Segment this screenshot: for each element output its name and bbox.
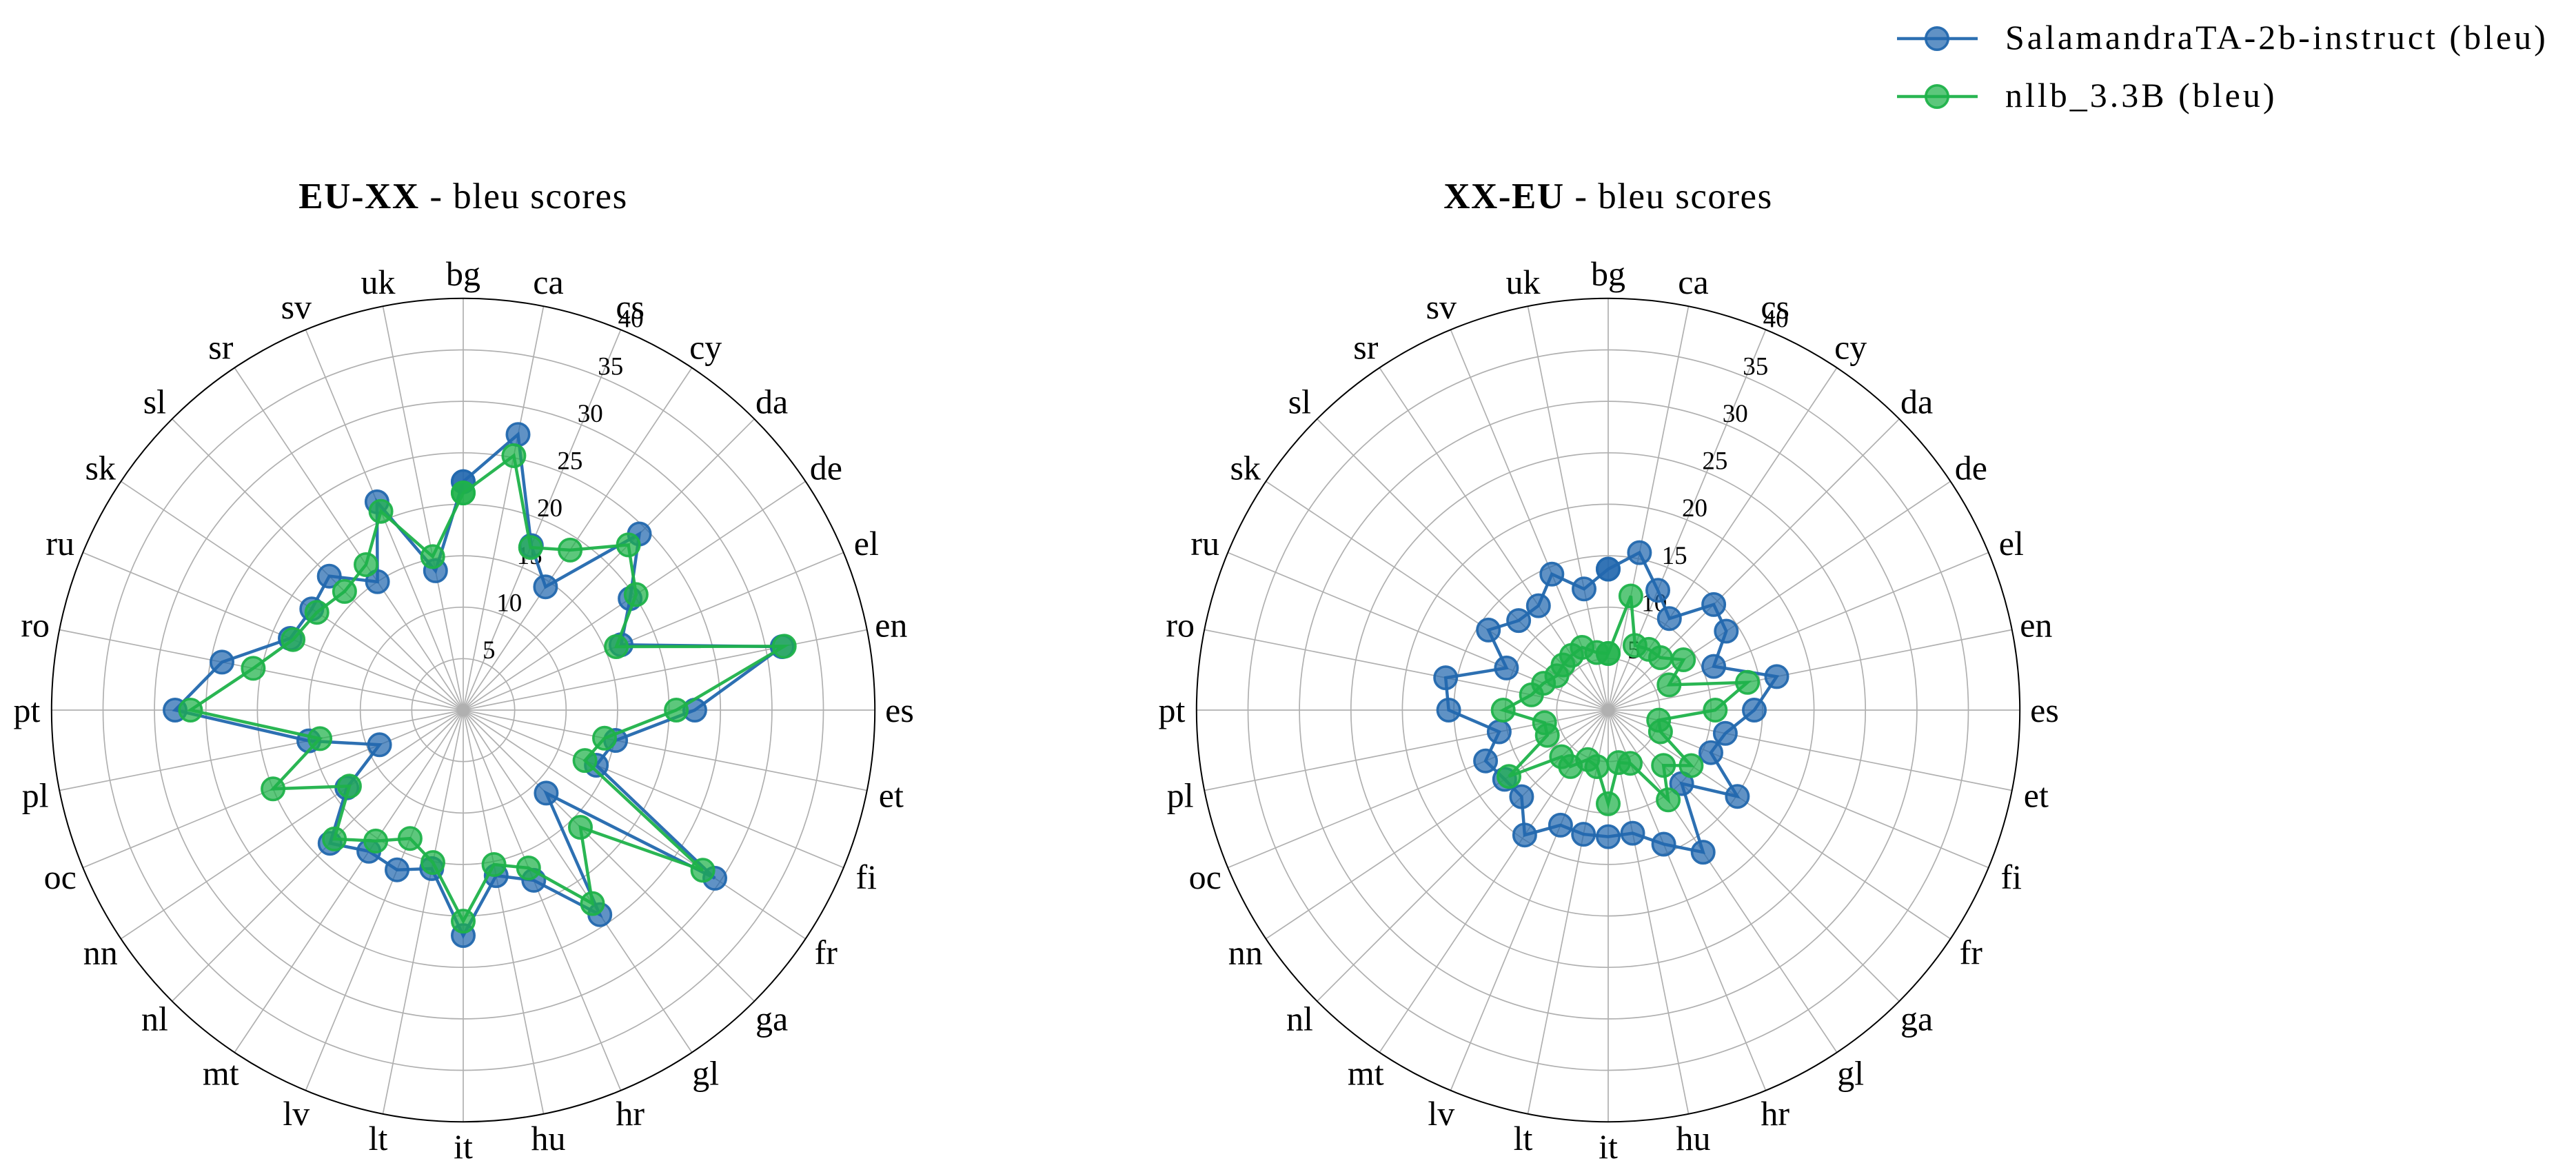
svg-text:10: 10 xyxy=(496,589,522,617)
svg-text:fr: fr xyxy=(815,933,838,972)
svg-text:5: 5 xyxy=(483,636,496,665)
svg-text:lt: lt xyxy=(369,1119,388,1158)
svg-text:sk: sk xyxy=(85,448,115,487)
svg-text:sl: sl xyxy=(1288,382,1311,421)
svg-text:15: 15 xyxy=(1662,542,1687,570)
svg-text:it: it xyxy=(454,1127,473,1166)
svg-text:oc: oc xyxy=(44,858,77,896)
svg-text:30: 30 xyxy=(578,400,603,428)
svg-text:fi: fi xyxy=(856,858,878,896)
svg-text:nl: nl xyxy=(1286,1000,1313,1038)
svg-text:hu: hu xyxy=(1676,1119,1711,1158)
svg-text:gl: gl xyxy=(692,1053,719,1092)
svg-text:da: da xyxy=(755,382,788,421)
svg-text:fi: fi xyxy=(2001,858,2022,896)
svg-text:ro: ro xyxy=(1166,606,1195,645)
svg-text:oc: oc xyxy=(1189,858,1221,896)
svg-text:25: 25 xyxy=(557,447,582,476)
svg-text:uk: uk xyxy=(361,263,396,301)
svg-text:pt: pt xyxy=(14,691,41,729)
svg-text:el: el xyxy=(854,524,879,563)
svg-text:uk: uk xyxy=(1506,263,1541,301)
svg-text:hr: hr xyxy=(1761,1094,1789,1133)
svg-text:fr: fr xyxy=(1960,933,1983,972)
svg-text:sr: sr xyxy=(208,328,233,367)
svg-text:35: 35 xyxy=(598,352,623,381)
svg-text:da: da xyxy=(1900,382,1933,421)
svg-text:EU-XX - bleu scores: EU-XX - bleu scores xyxy=(298,176,627,216)
svg-text:it: it xyxy=(1599,1127,1618,1166)
svg-text:nn: nn xyxy=(1228,933,1263,972)
svg-text:bg: bg xyxy=(1591,254,1625,293)
svg-text:40: 40 xyxy=(618,305,644,334)
svg-text:bg: bg xyxy=(446,254,480,293)
svg-text:SalamandraTA-2b-instruct (bleu: SalamandraTA-2b-instruct (bleu) xyxy=(2005,18,2548,57)
svg-text:nn: nn xyxy=(83,933,118,972)
svg-text:sr: sr xyxy=(1353,328,1378,367)
svg-text:35: 35 xyxy=(1743,352,1768,381)
svg-text:en: en xyxy=(2020,606,2052,645)
svg-text:pl: pl xyxy=(1167,776,1194,815)
svg-text:es: es xyxy=(885,691,914,729)
svg-text:25: 25 xyxy=(1702,447,1727,476)
svg-text:40: 40 xyxy=(1763,305,1789,334)
svg-text:cy: cy xyxy=(689,328,722,367)
svg-text:en: en xyxy=(875,606,907,645)
svg-text:de: de xyxy=(1955,448,1987,487)
svg-text:ga: ga xyxy=(755,1000,788,1038)
svg-text:nl: nl xyxy=(141,1000,168,1038)
svg-text:pl: pl xyxy=(22,776,49,815)
svg-text:ca: ca xyxy=(533,263,563,301)
svg-text:nllb_3.3B (bleu): nllb_3.3B (bleu) xyxy=(2005,76,2278,114)
svg-text:ru: ru xyxy=(45,524,74,563)
svg-text:hr: hr xyxy=(616,1094,645,1133)
svg-text:30: 30 xyxy=(1723,400,1748,428)
svg-text:ro: ro xyxy=(21,606,50,645)
svg-text:cs: cs xyxy=(1761,287,1789,326)
svg-text:ca: ca xyxy=(1678,263,1708,301)
svg-text:es: es xyxy=(2030,691,2059,729)
svg-text:sk: sk xyxy=(1230,448,1260,487)
svg-text:hu: hu xyxy=(531,1119,566,1158)
svg-text:XX-EU - bleu scores: XX-EU - bleu scores xyxy=(1443,176,1772,216)
svg-text:de: de xyxy=(810,448,842,487)
svg-text:cy: cy xyxy=(1834,328,1867,367)
svg-text:20: 20 xyxy=(1682,494,1707,523)
svg-text:el: el xyxy=(1999,524,2024,563)
svg-text:lv: lv xyxy=(1428,1094,1454,1133)
svg-text:mt: mt xyxy=(1348,1053,1384,1092)
svg-text:pt: pt xyxy=(1159,691,1186,729)
svg-text:20: 20 xyxy=(537,494,562,523)
svg-text:et: et xyxy=(879,776,904,815)
svg-text:gl: gl xyxy=(1837,1053,1864,1092)
svg-text:mt: mt xyxy=(203,1053,239,1092)
svg-text:ga: ga xyxy=(1900,1000,1933,1038)
svg-text:sl: sl xyxy=(143,382,166,421)
svg-text:sv: sv xyxy=(1426,287,1457,326)
svg-text:lv: lv xyxy=(283,1094,310,1133)
svg-text:et: et xyxy=(2024,776,2049,815)
svg-text:sv: sv xyxy=(281,287,312,326)
svg-text:lt: lt xyxy=(1514,1119,1533,1158)
svg-text:cs: cs xyxy=(616,287,645,326)
svg-text:ru: ru xyxy=(1190,524,1219,563)
